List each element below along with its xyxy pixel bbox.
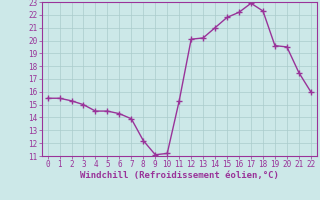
X-axis label: Windchill (Refroidissement éolien,°C): Windchill (Refroidissement éolien,°C) xyxy=(80,171,279,180)
